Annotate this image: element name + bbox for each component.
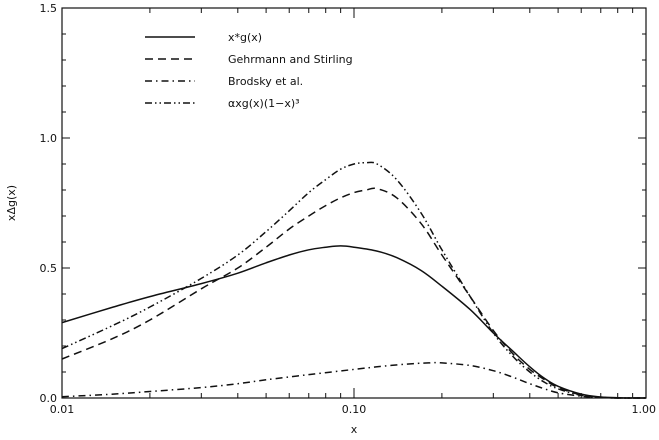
series-line-1: [61, 187, 646, 399]
y-tick-label: 0.0: [40, 392, 58, 405]
legend-label-2: Brodsky et al.: [228, 75, 303, 88]
series-line-0: [61, 245, 646, 399]
legend-label-1: Gehrmann and Stirling: [228, 53, 353, 66]
x-axis-label: x: [351, 423, 358, 436]
legend-label-3: αxg(x)(1−x)³: [228, 97, 300, 110]
y-tick-label: 1.0: [40, 132, 58, 145]
legend-label-0: x*g(x): [228, 31, 262, 44]
series-layer: [61, 161, 646, 399]
plot-frame: [61, 7, 647, 399]
y-tick-label: 0.5: [40, 262, 58, 275]
axis-tick-labels: 0.0 0.5 1.0 1.5 0.01 0.10 1.00: [40, 2, 657, 416]
axis-ticks: [61, 7, 647, 399]
x-tick-label: 0.10: [342, 403, 367, 416]
x-tick-label: 0.01: [50, 403, 75, 416]
x-tick-label: 1.00: [632, 403, 657, 416]
series-line-3: [61, 161, 646, 399]
legend: x*g(x) Gehrmann and Stirling Brodsky et al…: [145, 31, 353, 110]
y-tick-label: 1.5: [40, 2, 58, 15]
y-axis-label: xΔg(x): [5, 185, 18, 221]
